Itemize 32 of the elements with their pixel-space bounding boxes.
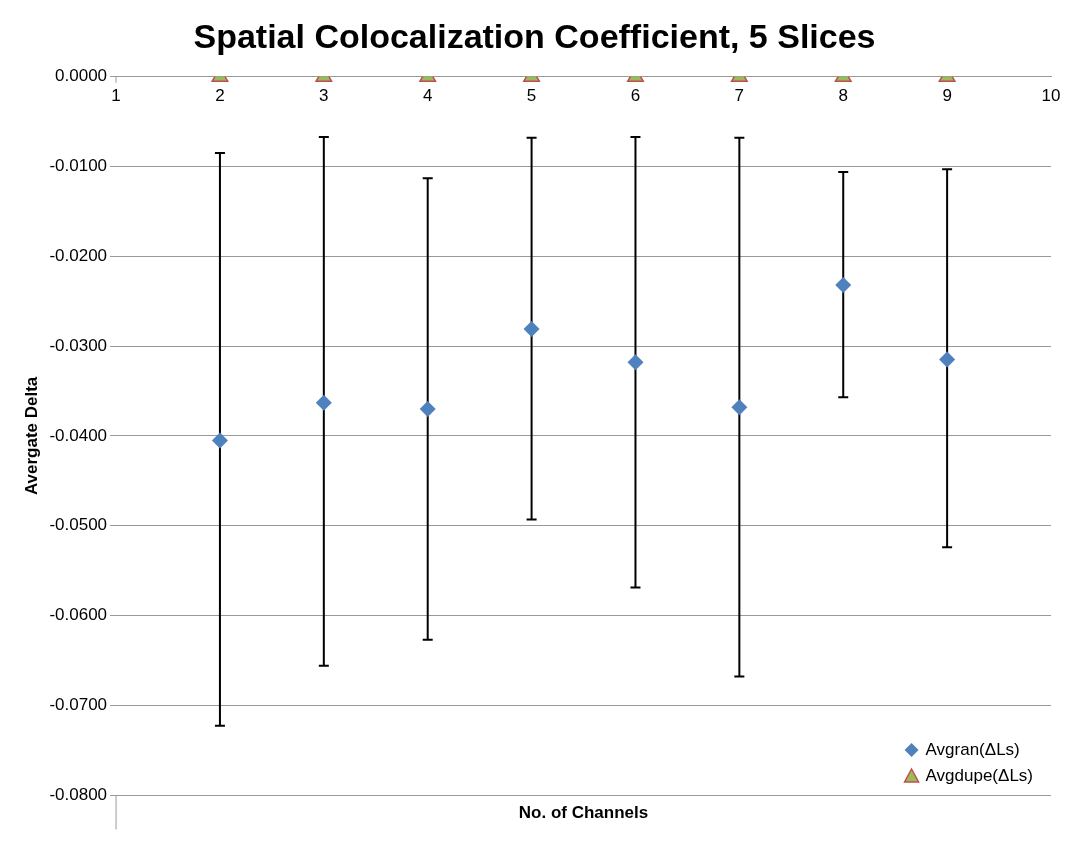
x-tick-label: 3 [319, 85, 329, 105]
y-tick-label: -0.0200 [49, 246, 108, 266]
point [835, 277, 852, 294]
x-tick-label: 9 [942, 85, 952, 105]
x-tick-label: 2 [215, 85, 225, 105]
legend-label: Avgran(ΔLs) [925, 739, 1020, 759]
legend-label: Avgdupe(ΔLs) [925, 765, 1033, 785]
y-tick-label: -0.0800 [49, 784, 108, 804]
y-tick-label: -0.0400 [49, 425, 108, 445]
x-axis-title: No. of Channels [518, 803, 649, 823]
point [315, 394, 332, 411]
point [731, 399, 748, 416]
y-tick-label: 0.0000 [55, 66, 108, 86]
x-tick-label: 4 [422, 85, 433, 105]
x-tick-label: 7 [734, 85, 745, 105]
x-tick-label: 8 [838, 85, 848, 105]
chart-title: Spatial Colocalization Coefficient, 5 Slices [193, 16, 876, 55]
point [939, 351, 956, 368]
x-tick-label: 1 [111, 85, 121, 105]
y-tick-label: -0.0700 [49, 694, 108, 714]
x-tick-label: 5 [526, 85, 537, 105]
point [211, 432, 228, 449]
y-tick-label: -0.0100 [49, 156, 108, 176]
x-tick-label: 10 [1041, 85, 1061, 105]
y-tick-label: -0.0300 [49, 335, 108, 355]
x-tick-label: 6 [630, 85, 641, 105]
point [419, 400, 436, 417]
y-axis-title: Avergate Delta [21, 376, 41, 496]
y-tick-label: -0.0600 [49, 605, 108, 625]
point [523, 321, 540, 338]
point [627, 354, 644, 371]
y-tick-label: -0.0500 [49, 515, 108, 535]
